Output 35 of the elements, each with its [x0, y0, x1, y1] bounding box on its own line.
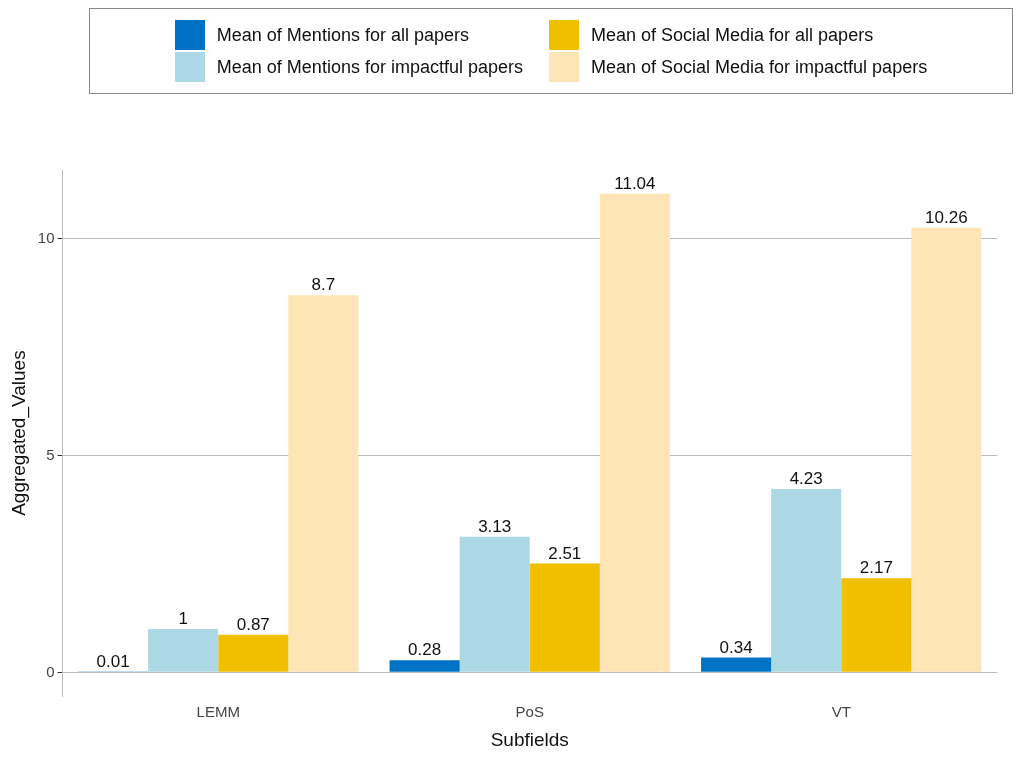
bar — [771, 489, 842, 672]
bar — [701, 657, 772, 672]
bar — [218, 634, 289, 672]
data-label: 0.01 — [96, 652, 130, 672]
data-label: 2.51 — [548, 543, 582, 563]
y-tick-label: 5 — [46, 445, 55, 463]
y-axis-title: Aggregated_Values — [7, 350, 30, 516]
bar — [841, 578, 912, 672]
bar — [911, 227, 982, 672]
bar — [529, 563, 600, 672]
data-label: 0.34 — [719, 637, 753, 657]
legend-label: Mean of Mentions for all papers — [216, 24, 469, 46]
legend-label: Mean of Mentions for impactful papers — [216, 56, 523, 78]
data-label: 0.87 — [236, 614, 270, 634]
data-label: 11.04 — [614, 174, 656, 194]
bar — [389, 660, 460, 672]
bar — [148, 629, 219, 672]
y-tick-label: 10 — [37, 229, 55, 247]
x-tick-label: LEMM — [196, 703, 240, 721]
data-label: 0.28 — [408, 640, 442, 660]
legend-label: Mean of Social Media for impactful papers — [590, 56, 928, 78]
data-label: 2.17 — [859, 558, 893, 578]
legend-label: Mean of Social Media for all papers — [590, 24, 874, 46]
data-label: 3.13 — [478, 516, 512, 536]
data-label: 1 — [178, 609, 188, 629]
data-label: 10.26 — [925, 207, 968, 227]
bar — [288, 295, 359, 672]
bar — [599, 193, 670, 672]
bar — [459, 536, 530, 672]
x-tick-label: VT — [831, 703, 851, 721]
data-label: 4.23 — [789, 469, 823, 489]
y-tick-label: 0 — [46, 662, 55, 680]
x-axis-title: Subfields — [490, 728, 569, 750]
data-label: 8.7 — [311, 275, 336, 295]
x-tick-label: PoS — [515, 703, 544, 721]
